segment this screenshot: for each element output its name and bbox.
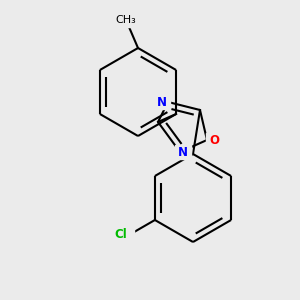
Text: O: O [209, 134, 219, 146]
Text: CH₃: CH₃ [116, 15, 136, 25]
Bar [206, 133, 222, 147]
Bar [116, 13, 136, 27]
Text: Cl: Cl [115, 229, 127, 242]
Bar [175, 145, 191, 159]
Text: N: N [157, 95, 167, 109]
Text: N: N [178, 146, 188, 158]
Bar [154, 95, 170, 109]
Bar [108, 228, 134, 242]
